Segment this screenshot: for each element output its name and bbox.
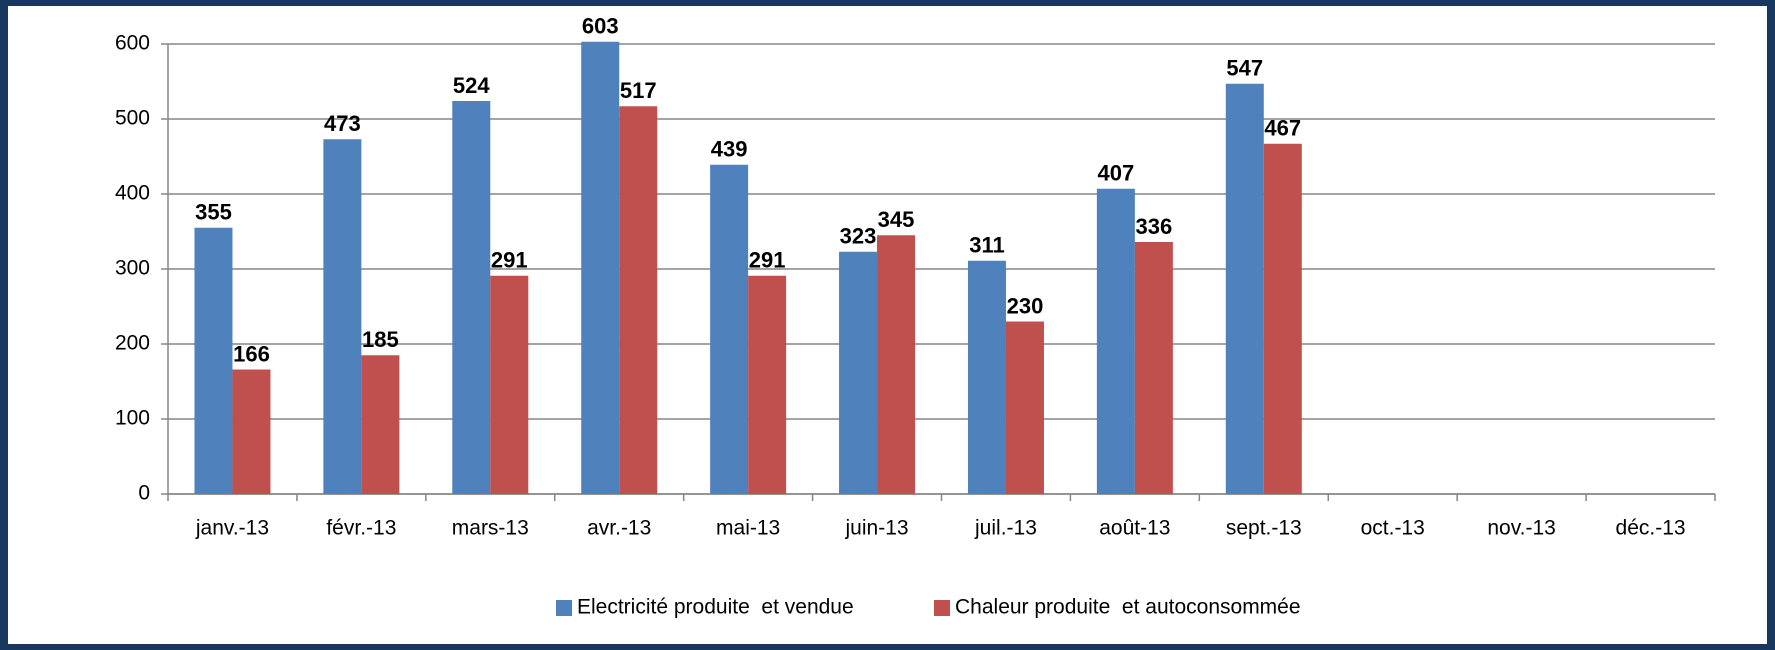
bar [710, 164, 749, 494]
x-tick-label: sept.-13 [1226, 517, 1302, 540]
y-tick-label: 0 [138, 482, 150, 505]
y-tick-label: 300 [115, 257, 150, 280]
bar [452, 101, 491, 494]
x-tick-label: déc.-13 [1616, 517, 1686, 540]
x-tick-label: juin-13 [845, 517, 909, 540]
data-label: 355 [195, 200, 232, 225]
bar [877, 235, 916, 494]
bar [1096, 188, 1135, 494]
x-tick-label: juil.-13 [974, 517, 1037, 540]
bar [194, 227, 233, 494]
bar [839, 251, 878, 494]
data-label: 439 [711, 137, 748, 162]
bar [323, 139, 362, 494]
data-label: 323 [840, 224, 877, 249]
data-label: 524 [453, 73, 490, 98]
bar [748, 275, 787, 494]
bar [361, 355, 400, 494]
data-label: 336 [1136, 214, 1173, 239]
data-label: 185 [362, 327, 399, 352]
data-label: 291 [749, 248, 786, 273]
data-label: 473 [324, 111, 361, 136]
y-tick-label: 200 [115, 332, 150, 355]
x-tick-label: janv.-13 [195, 517, 269, 540]
x-tick-label: nov.-13 [1487, 517, 1556, 540]
data-label: 345 [878, 207, 915, 232]
legend-label: Chaleur produite et autoconsommée [955, 596, 1301, 619]
bar [1263, 143, 1302, 494]
data-label: 517 [620, 78, 657, 103]
bar [1225, 83, 1264, 494]
bar [1134, 242, 1173, 494]
x-tick-label: févr.-13 [326, 517, 396, 540]
x-tick-label: août-13 [1099, 517, 1170, 540]
data-label: 230 [1007, 293, 1044, 318]
y-tick-label: 500 [115, 107, 150, 130]
data-label: 467 [1264, 116, 1301, 141]
data-label: 547 [1226, 56, 1263, 81]
bar [490, 275, 529, 494]
bar [619, 106, 658, 494]
data-label: 407 [1098, 161, 1135, 186]
legend-swatch [934, 600, 950, 616]
y-tick-label: 400 [115, 182, 150, 205]
x-tick-label: oct.-13 [1361, 517, 1425, 540]
bar [967, 260, 1006, 494]
data-label: 603 [582, 14, 619, 39]
data-label: 311 [969, 233, 1005, 258]
bar [581, 41, 620, 494]
x-tick-label: avr.-13 [587, 517, 651, 540]
x-tick-label: mars-13 [452, 517, 529, 540]
legend-swatch [556, 600, 572, 616]
data-label: 166 [233, 341, 270, 366]
y-tick-label: 600 [115, 32, 150, 55]
data-label: 291 [491, 248, 528, 273]
x-tick-label: mai-13 [716, 517, 780, 540]
legend-label: Electricité produite et vendue [577, 596, 854, 619]
y-tick-label: 100 [115, 407, 150, 430]
bar [1005, 321, 1044, 494]
bar [232, 369, 271, 494]
